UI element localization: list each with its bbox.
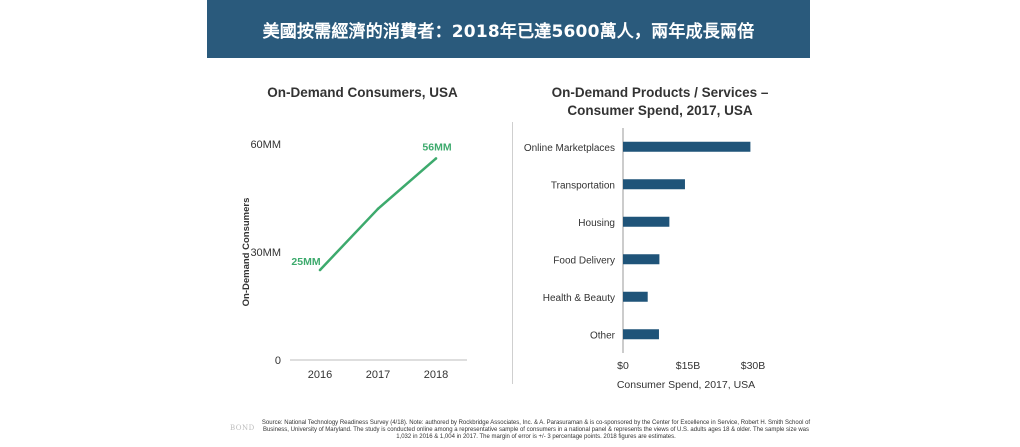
y-tick-label-1: 30MM — [250, 247, 281, 259]
bar-housing — [623, 216, 670, 227]
x-tick-label-2017: 2017 — [366, 369, 390, 381]
x-axis-label: Consumer Spend, 2017, USA — [617, 379, 755, 391]
data-label-2018: 56MM — [422, 141, 451, 153]
chart-divider — [512, 122, 513, 384]
x-tick-label-0: $0 — [617, 360, 629, 372]
bar-chart-title-line-2: Consumer Spend, 2017, USA — [567, 103, 753, 118]
bar-chart-title: On-Demand Products / Services – Consumer… — [510, 84, 810, 120]
x-tick-label-2018: 2018 — [424, 369, 448, 381]
watermark-logo: BOND — [230, 424, 255, 432]
y-tick-label-0: 0 — [275, 355, 281, 367]
x-tick-label-2016: 2016 — [308, 369, 332, 381]
source-footnote: Source: National Technology Readiness Su… — [261, 420, 811, 440]
category-label-transportation: Transportation — [551, 180, 615, 191]
category-label-housing: Housing — [578, 218, 615, 229]
category-label-other: Other — [590, 330, 616, 341]
category-label-online-marketplaces: Online Marketplaces — [524, 143, 615, 154]
line-chart-title: On-Demand Consumers, USA — [267, 85, 458, 100]
slide-title-banner: 美國按需經濟的消費者：2018年已達5600萬人，兩年成長兩倍 — [207, 0, 810, 58]
category-label-food-delivery: Food Delivery — [553, 255, 615, 266]
bar-health-beauty — [623, 291, 648, 302]
y-axis-label: On-Demand Consumers — [241, 198, 252, 307]
x-tick-label-2: $30B — [741, 360, 766, 372]
bar-transportation — [623, 179, 685, 190]
data-point-2018 — [434, 157, 438, 160]
slide-title: 美國按需經濟的消費者：2018年已達5600萬人，兩年成長兩倍 — [262, 21, 755, 42]
category-label-health-beauty: Health & Beauty — [543, 293, 615, 304]
data-point-2017 — [376, 207, 380, 211]
bar-chart-title-line-1: On-Demand Products / Services – — [551, 85, 769, 100]
bar-online-marketplaces — [623, 141, 751, 152]
data-label-2016: 25MM — [291, 256, 320, 268]
x-tick-label-1: $15B — [676, 360, 701, 372]
y-tick-label-2: 60MM — [250, 139, 281, 151]
bar-food-delivery — [623, 254, 660, 265]
data-point-2016 — [318, 268, 322, 272]
bar-other — [623, 329, 659, 340]
